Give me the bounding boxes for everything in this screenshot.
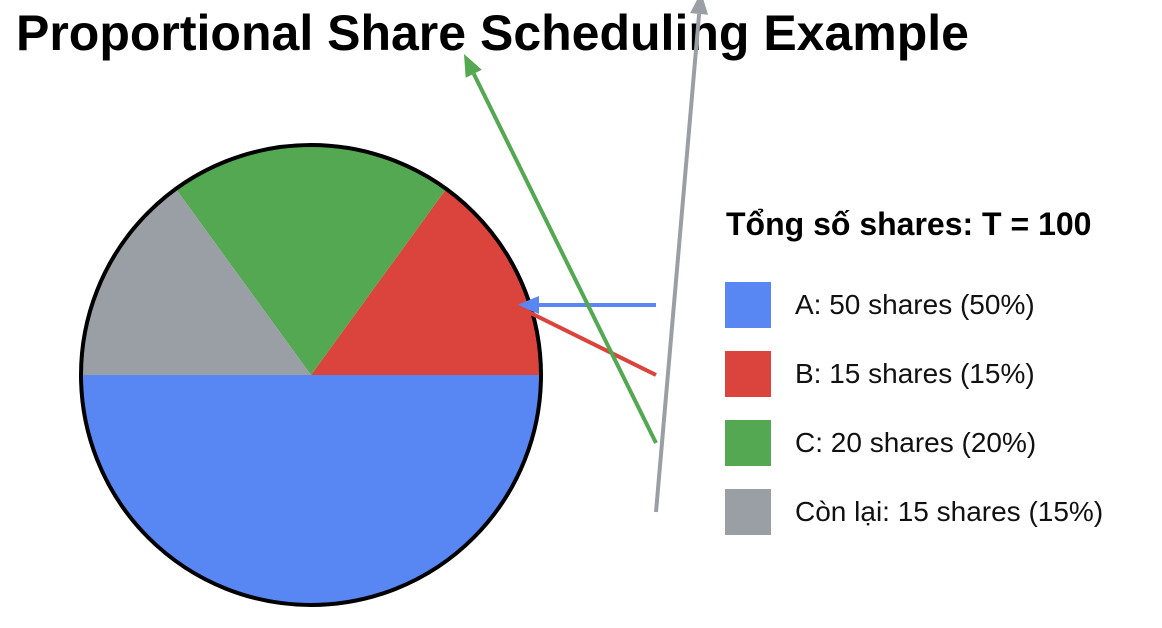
leader-arrow-b xyxy=(405,251,657,377)
legend-label-rest: Còn lại: 15 shares (15%) xyxy=(795,496,1104,527)
chart-title: Proportional Share Scheduling Example xyxy=(16,5,969,61)
pie-outline xyxy=(79,143,543,607)
legend-item-c: C: 20 shares (20%) xyxy=(725,420,1036,466)
leader-arrow-rest xyxy=(654,0,709,513)
legend-swatch-a xyxy=(725,282,771,328)
pie-slice-b xyxy=(311,188,541,375)
pie-slice-a xyxy=(81,375,541,605)
legend-swatch-b xyxy=(725,351,771,397)
legend-label-b: B: 15 shares (15%) xyxy=(795,358,1035,389)
legend-swatch-rest xyxy=(725,489,771,535)
legend-item-b: B: 15 shares (15%) xyxy=(725,351,1035,397)
legend-title: Tổng số shares: T = 100 xyxy=(726,206,1092,242)
leader-arrow-c xyxy=(464,54,658,444)
legend-label-c: C: 20 shares (20%) xyxy=(795,427,1037,458)
legend-item-rest: Còn lại: 15 shares (15%) xyxy=(725,489,1103,535)
pie-slice-rest xyxy=(81,188,311,375)
leader-arrow-a xyxy=(517,296,656,314)
legend-swatch-c xyxy=(725,420,771,466)
legend-label-a: A: 50 shares (50%) xyxy=(795,289,1035,320)
legend-item-a: A: 50 shares (50%) xyxy=(725,282,1035,328)
pie-slice-c xyxy=(175,145,447,375)
